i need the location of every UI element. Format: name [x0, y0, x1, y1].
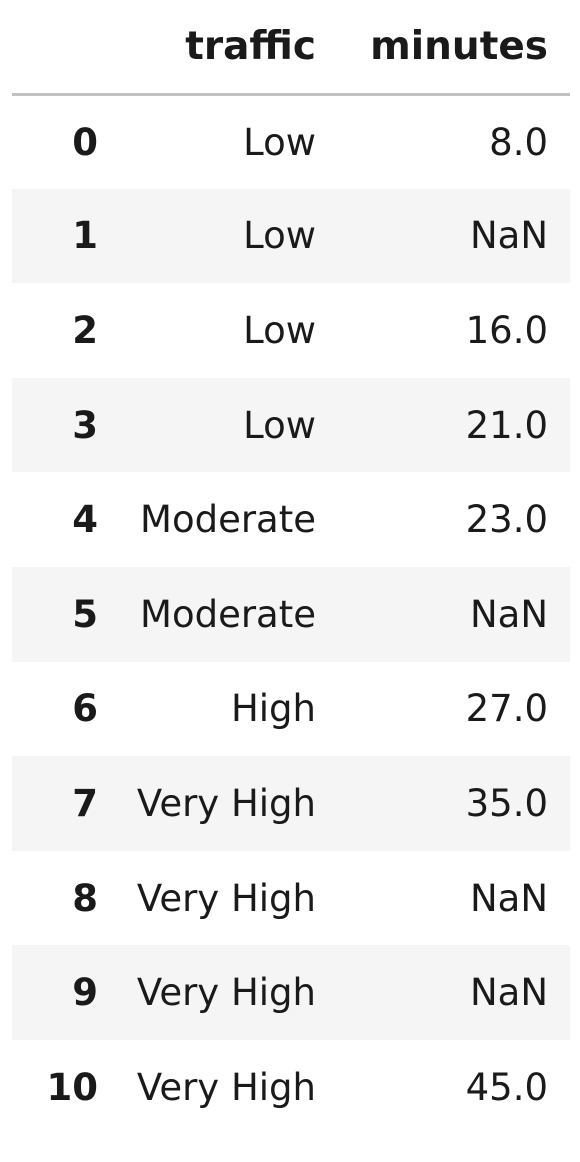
row-index-cell: 3	[72, 403, 98, 447]
row-index-cell: 8	[72, 876, 98, 920]
traffic-cell: Very High	[136, 1065, 316, 1109]
row-index-cell: 6	[72, 687, 98, 731]
traffic-cell: Very High	[136, 781, 316, 825]
row-index-cell: 2	[72, 308, 98, 352]
table-row: 9 Very High NaN	[12, 945, 570, 1040]
minutes-cell: 8.0	[489, 120, 548, 164]
traffic-cell: Moderate	[140, 498, 316, 542]
minutes-cell: NaN	[469, 214, 548, 258]
minutes-cell: 27.0	[465, 687, 548, 731]
table-row: 3 Low 21.0	[12, 377, 570, 473]
table-row: 4 Moderate 23.0	[12, 472, 570, 567]
row-index-cell: 10	[46, 1065, 99, 1109]
traffic-cell: Low	[243, 308, 316, 352]
minutes-cell: 45.0	[465, 1065, 548, 1109]
table-row: 10 Very High 45.0	[12, 1039, 570, 1135]
row-index-cell: 1	[72, 214, 98, 258]
table-row: 1 Low NaN	[12, 188, 570, 284]
traffic-cell: Moderate	[140, 592, 316, 636]
traffic-column-header: traffic	[98, 0, 338, 96]
minutes-column-header: minutes	[338, 0, 570, 96]
row-index-cell: 7	[72, 781, 98, 825]
minutes-cell: 35.0	[465, 781, 548, 825]
minutes-cell: NaN	[469, 592, 548, 636]
index-column-header	[12, 0, 98, 96]
table-row: 2 Low 16.0	[12, 283, 570, 378]
table-header: traffic minutes	[12, 0, 570, 96]
table-body: 0 Low 8.0 1 Low NaN 2 Low 16.0 3 Low 21.…	[12, 94, 570, 1135]
dataframe-table-container: traffic minutes 0 Low 8.0 1 Low NaN 2 Lo…	[12, 0, 570, 1135]
traffic-cell: Low	[243, 120, 316, 164]
row-index-cell: 9	[72, 971, 98, 1015]
traffic-cell: Very High	[136, 971, 316, 1015]
traffic-cell: Low	[243, 214, 316, 258]
row-index-cell: 5	[72, 592, 98, 636]
minutes-cell: 23.0	[465, 498, 548, 542]
table-row: 7 Very High 35.0	[12, 756, 570, 851]
row-index-cell: 0	[72, 120, 98, 164]
row-index-cell: 4	[72, 498, 98, 542]
dataframe-table: traffic minutes 0 Low 8.0 1 Low NaN 2 Lo…	[12, 0, 570, 1135]
minutes-cell: 21.0	[465, 403, 548, 447]
table-row: 8 Very High NaN	[12, 850, 570, 946]
minutes-cell: 16.0	[465, 308, 548, 352]
minutes-cell: NaN	[469, 971, 548, 1015]
traffic-cell: Low	[243, 403, 316, 447]
table-row: 0 Low 8.0	[12, 94, 570, 189]
header-row: traffic minutes	[12, 0, 570, 96]
traffic-cell: High	[230, 687, 316, 731]
traffic-cell: Very High	[136, 876, 316, 920]
table-row: 5 Moderate NaN	[12, 566, 570, 662]
minutes-cell: NaN	[469, 876, 548, 920]
table-row: 6 High 27.0	[12, 661, 570, 757]
